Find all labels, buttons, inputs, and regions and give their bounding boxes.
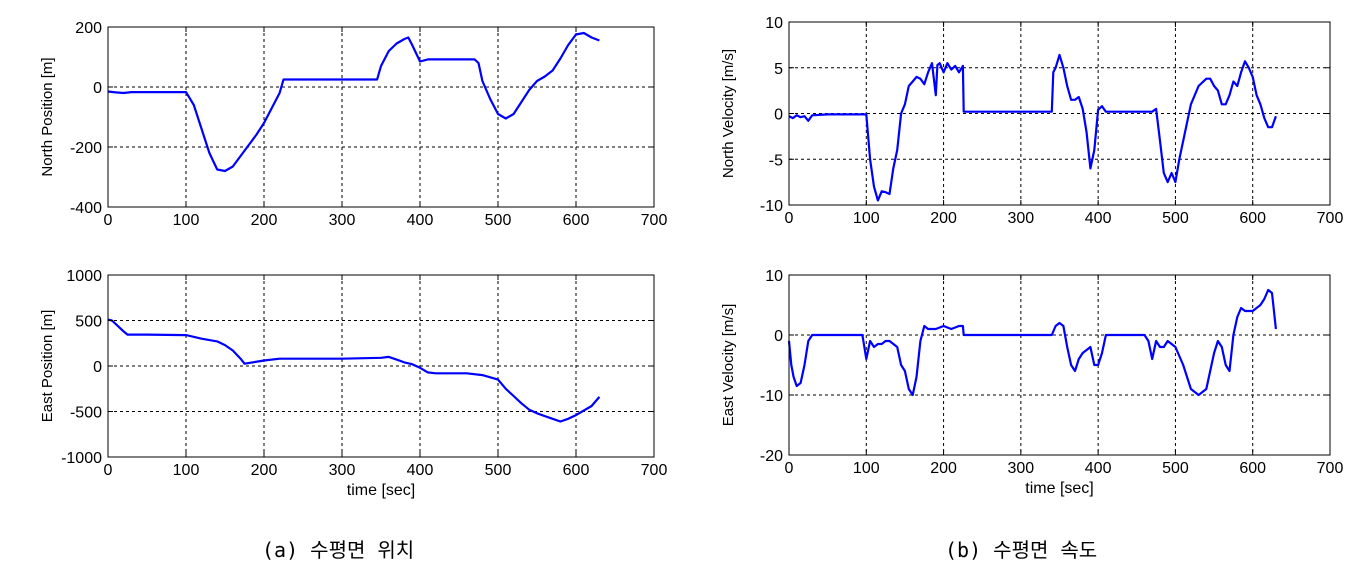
caption-b: (b) 수평면 속도 (945, 538, 1098, 562)
x-tick-label: 0 (785, 460, 794, 477)
y-tick-label: -1000 (61, 450, 102, 467)
x-tick-label: 700 (641, 462, 668, 479)
x-axis-label: time [sec] (347, 482, 415, 499)
series-line (107, 31, 600, 173)
series-line (787, 288, 1277, 397)
x-tick-label: 200 (930, 210, 957, 227)
x-tick-label: 400 (1085, 210, 1112, 227)
x-tick-label: 0 (104, 462, 113, 479)
x-tick-label: 0 (785, 210, 794, 227)
y-tick-label: -400 (70, 200, 102, 217)
x-tick-label: 200 (930, 460, 957, 477)
y-tick-label: -10 (760, 198, 783, 215)
plot-background (789, 275, 1330, 455)
plot-0: 0 100 200 300 400 500 600 700 -400 -200 0 200 North … (39, 20, 667, 229)
x-tick-label: 600 (563, 462, 590, 479)
x-tick-label: 200 (251, 212, 278, 229)
x-tick-label: 300 (1008, 210, 1035, 227)
y-tick-label: 0 (93, 359, 102, 376)
y-tick-label: 10 (765, 268, 783, 285)
plot-background (108, 27, 654, 207)
x-tick-label: 300 (329, 212, 356, 229)
x-tick-label: 700 (641, 212, 668, 229)
x-tick-label: 400 (407, 212, 434, 229)
x-tick-label: 700 (1317, 460, 1344, 477)
x-axis-label: time [sec] (1025, 480, 1093, 497)
y-tick-label: 10 (765, 15, 783, 32)
x-tick-label: 600 (1239, 460, 1266, 477)
y-axis-label: North Position [m] (39, 57, 56, 176)
y-tick-label: -10 (760, 388, 783, 405)
y-tick-label: 200 (75, 20, 102, 37)
y-tick-label: -5 (769, 152, 783, 169)
y-tick-label: 500 (75, 314, 102, 331)
x-tick-label: 500 (1162, 460, 1189, 477)
y-tick-label: -500 (70, 405, 102, 422)
x-tick-label: 400 (407, 462, 434, 479)
series-line (107, 318, 601, 423)
y-tick-label: 0 (774, 328, 783, 345)
y-tick-label: 5 (774, 61, 783, 78)
x-tick-label: 100 (173, 462, 200, 479)
x-tick-label: 600 (563, 212, 590, 229)
x-tick-label: 700 (1317, 210, 1344, 227)
caption-a: (a) 수평면 위치 (262, 538, 415, 562)
x-tick-label: 300 (1008, 460, 1035, 477)
y-tick-label: -20 (760, 448, 783, 465)
x-tick-label: 500 (485, 212, 512, 229)
x-tick-label: 200 (251, 462, 278, 479)
axes-frame (107, 26, 655, 208)
y-axis-label: East Position [m] (39, 310, 56, 423)
x-tick-label: 300 (329, 462, 356, 479)
axes-frame (788, 274, 1331, 456)
x-tick-label: 600 (1239, 210, 1266, 227)
y-tick-label: 1000 (66, 268, 102, 285)
x-tick-label: 500 (1162, 210, 1189, 227)
x-tick-label: 100 (853, 460, 880, 477)
y-tick-label: 0 (93, 80, 102, 97)
x-tick-label: 500 (485, 462, 512, 479)
x-tick-label: 100 (173, 212, 200, 229)
plot-1: 0 100 200 300 400 500 600 700 -1000 -500 0 500 1000 t… (39, 268, 667, 499)
x-tick-label: 0 (104, 212, 113, 229)
y-axis-label: North Velocity [m/s] (720, 49, 737, 178)
y-tick-label: 0 (774, 107, 783, 124)
y-tick-label: -200 (70, 140, 102, 157)
plot-2: 0 100 200 300 400 500 600 700 -10 -5 0 5 10 North Vel… (720, 15, 1343, 227)
plot-3: 0 100 200 300 400 500 600 700 -20 -10 0 10 time [sec… (720, 268, 1343, 497)
y-axis-label: East Velocity [m/s] (720, 304, 737, 427)
series-line (788, 53, 1277, 202)
x-tick-label: 400 (1085, 460, 1112, 477)
x-tick-label: 100 (853, 210, 880, 227)
